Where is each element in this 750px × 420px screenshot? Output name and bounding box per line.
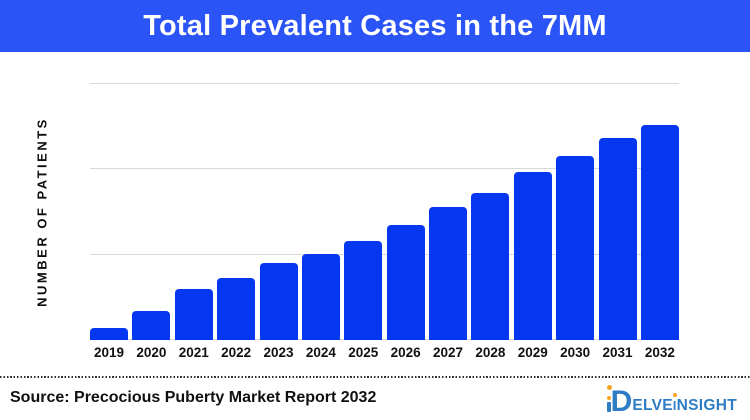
x-axis-label-2025: 2025 [348, 345, 379, 360]
gridline [90, 83, 679, 84]
delveinsight-logo: D ELVE INSIGHT [606, 385, 737, 418]
x-axis-label-2021: 2021 [178, 345, 209, 360]
bar-2025 [344, 240, 383, 340]
y-axis-label: NUMBER OF PATIENTS [34, 117, 50, 307]
x-axis-label-2028: 2028 [475, 345, 506, 360]
bar-2030 [556, 155, 595, 340]
delveinsight-logo-mark: D [606, 385, 633, 418]
bar-2026 [386, 225, 425, 340]
x-axis-labels: 2019 2020 2021 2022 2023 2024 2025 2026 2027 2028… [90, 345, 679, 360]
logo-text-part1: ELVE [632, 397, 673, 414]
logo-i-stem-icon [607, 402, 612, 412]
x-axis-label-2030: 2030 [560, 345, 591, 360]
delveinsight-logo-text: ELVE INSIGHT [632, 393, 737, 415]
logo-orange-dot-icon [607, 385, 613, 390]
x-axis-label-2019: 2019 [93, 345, 125, 360]
x-axis-label-2027: 2027 [432, 345, 464, 360]
bar-2021 [174, 289, 213, 340]
bar-2027 [429, 206, 467, 340]
x-axis-label-2024: 2024 [305, 345, 336, 360]
bar-2022 [217, 278, 256, 340]
bar-series [90, 84, 679, 340]
x-axis-label-2029: 2029 [517, 345, 548, 360]
bar-2031 [598, 138, 637, 340]
logo-letter-d: D [610, 385, 633, 418]
gridline [90, 253, 679, 255]
source-note: Source: Precocious Puberty Market Report… [10, 389, 377, 406]
bar-2032 [640, 124, 679, 340]
bar-2024 [301, 253, 340, 340]
bar-2019 [90, 327, 128, 340]
x-axis-label-2026: 2026 [390, 345, 421, 360]
x-axis-label-2020: 2020 [136, 345, 167, 360]
logo-orange-dot-small-icon [607, 396, 612, 400]
bar-2020 [132, 311, 171, 340]
x-axis-label-2022: 2022 [221, 345, 252, 360]
gridline [90, 168, 679, 170]
dotted-divider [0, 376, 750, 378]
x-axis-label-2031: 2031 [602, 345, 633, 360]
x-axis-label-2032: 2032 [644, 345, 675, 360]
logo-i-dot-icon [672, 393, 677, 397]
logo-text-part2: NSIGHT [676, 397, 737, 414]
bar-2028 [471, 193, 510, 340]
bar-2023 [259, 262, 298, 340]
logo-letter-i: I [672, 393, 677, 414]
chart-title: Total Prevalent Cases in the 7MM [143, 9, 607, 42]
x-axis-label-2023: 2023 [263, 345, 294, 360]
gridline [90, 339, 679, 340]
bar-2029 [513, 172, 552, 340]
plot-area [90, 83, 679, 340]
chart-title-banner: Total Prevalent Cases in the 7MM [0, 0, 750, 52]
